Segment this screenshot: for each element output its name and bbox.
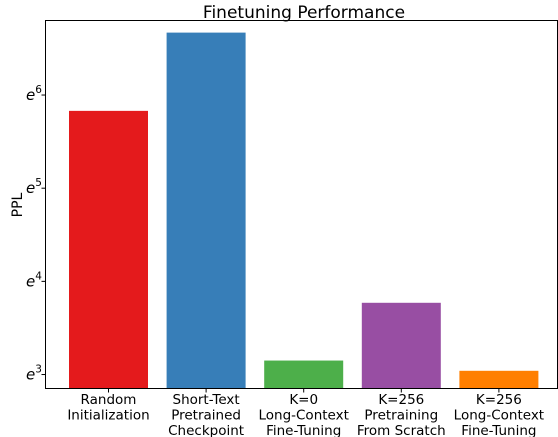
bar-4 [361, 302, 441, 389]
y-tick-label-1: e3 [26, 364, 42, 384]
x-tick-label-3: K=0 Long-Context Fine-Tuning [258, 392, 348, 437]
bar-5 [459, 370, 539, 389]
bars-group [69, 32, 539, 389]
y-tick-label-3: e5 [26, 177, 42, 197]
y-axis-ticks: e3 e4 e5 e6 [26, 84, 46, 384]
x-tick-label-4: K=256 Pretraining From Scratch [357, 392, 446, 437]
x-tick-label-1: Random Initialization [67, 392, 149, 424]
bar-1 [69, 110, 148, 389]
bar-3 [264, 360, 344, 389]
x-tick-label-2: Short-Text Pretrained Checkpoint [168, 392, 244, 437]
y-tick-label-2: e4 [26, 270, 42, 290]
x-axis-ticks: Random Initialization Short-Text Pretrained… [67, 388, 544, 437]
bar-2 [166, 32, 246, 389]
y-axis-label: PPL [10, 192, 26, 217]
y-tick-label-4: e6 [26, 84, 42, 104]
x-tick-label-5: K=256 Long-Context Fine-Tuning [454, 392, 544, 437]
chart-title: Finetuning Performance [203, 3, 405, 23]
